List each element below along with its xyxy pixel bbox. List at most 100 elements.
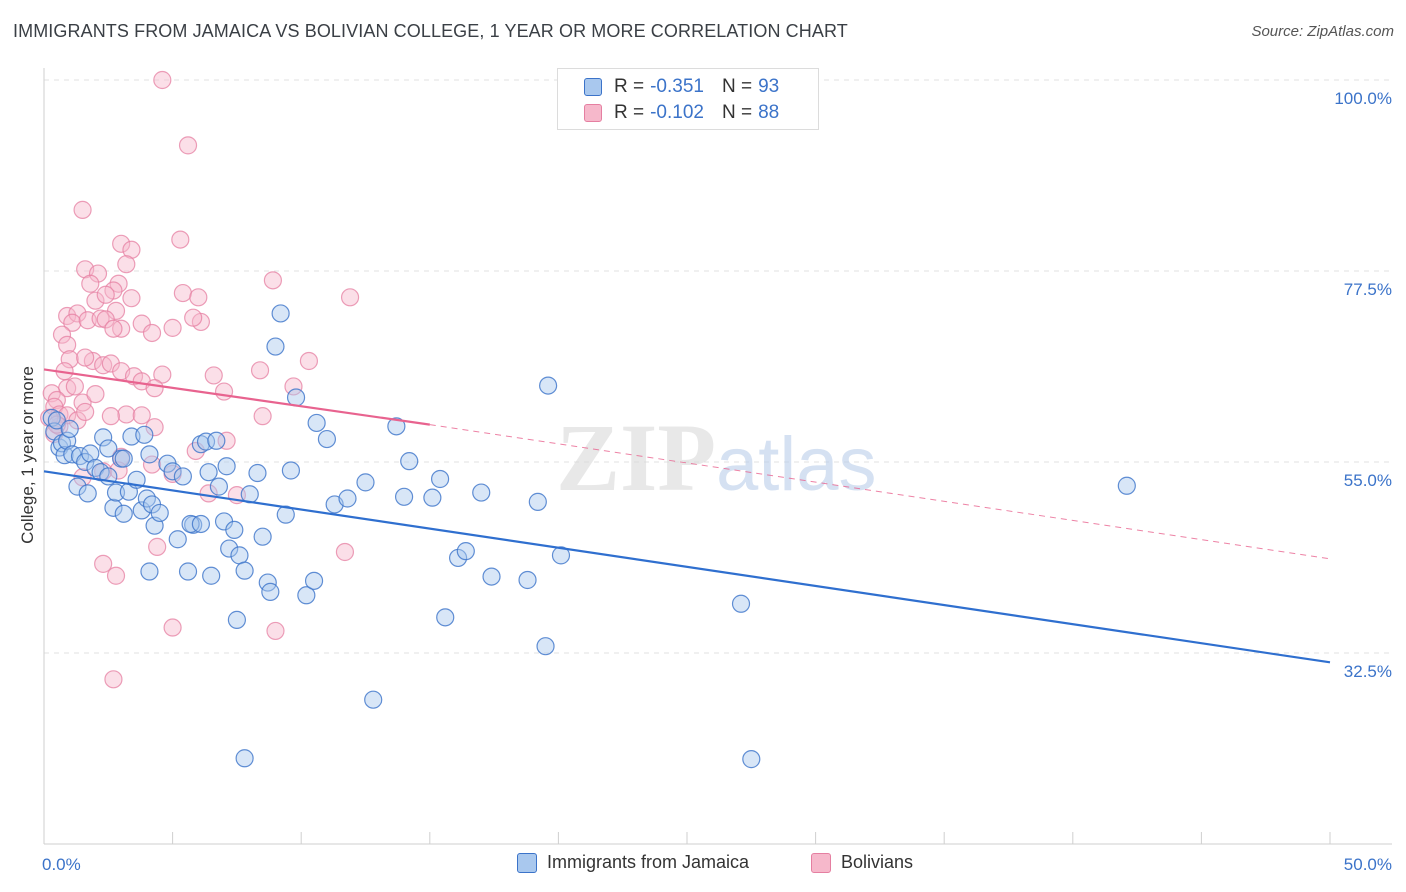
jamaica-point	[76, 452, 95, 472]
jamaica-point	[68, 477, 87, 496]
bolivians-point	[104, 319, 123, 338]
bolivians-point	[101, 407, 120, 426]
jamaica-point	[528, 492, 547, 511]
x-tick-label: 50.0%	[1344, 855, 1392, 874]
jamaica-point	[248, 463, 267, 483]
jamaica-trend-line	[43, 470, 1331, 664]
bolivians-point	[81, 274, 100, 293]
jamaica-point	[78, 484, 97, 503]
jamaica-point	[225, 520, 244, 540]
jamaica-point	[338, 489, 357, 508]
bolivians-point	[163, 618, 182, 637]
jamaica-point	[400, 452, 419, 471]
x-tick-label: 0.0%	[42, 855, 81, 874]
bolivians-point	[122, 289, 141, 308]
legend-r-label: R =	[614, 76, 645, 97]
jamaica-point	[199, 463, 218, 482]
jamaica-point	[551, 546, 571, 565]
jamaica-point	[423, 488, 442, 507]
legend-n-value: 88	[758, 102, 780, 123]
bolivians-point	[284, 377, 303, 396]
jamaica-point	[47, 411, 66, 430]
bolivians-point	[60, 350, 79, 369]
jamaica-point	[81, 444, 100, 463]
jamaica-point	[286, 388, 306, 407]
bolivians-point	[132, 406, 151, 425]
legend-r-label: R =	[614, 102, 645, 123]
bolivians-point	[65, 377, 84, 396]
jamaica-point	[1117, 476, 1136, 495]
trend-lines	[43, 368, 1331, 664]
jamaica-point	[168, 530, 187, 549]
bolivians-point	[145, 418, 164, 437]
jamaica-point	[104, 498, 123, 517]
jamaica-point	[448, 548, 468, 568]
bolivians-point	[263, 271, 283, 290]
bolivians-point	[145, 379, 164, 398]
y-axis-label: College, 1 year or more	[18, 366, 37, 544]
legend-row-bolivians: R = -0.102 N = 88	[584, 101, 779, 125]
jamaica-point	[94, 428, 113, 447]
tick-labels: 100.0% 77.5% 55.0% 32.5% 0.0% 50.0%	[42, 89, 1392, 874]
jamaica-point	[317, 429, 337, 449]
jamaica-point	[297, 586, 316, 605]
jamaica-point	[207, 431, 226, 450]
jamaica-point	[472, 483, 491, 502]
y-tick-label: 77.5%	[1344, 280, 1392, 299]
bolivians-point	[153, 70, 172, 90]
jamaica-point	[217, 457, 236, 476]
bolivians-point	[122, 240, 141, 259]
jamaica-point	[304, 571, 324, 590]
bolivians-point	[68, 304, 87, 323]
bottom-legend-label: Immigrants from Jamaica	[547, 852, 750, 872]
jamaica-point	[135, 425, 154, 444]
jamaica-point	[137, 489, 156, 508]
jamaica-point	[731, 594, 751, 613]
jamaica-point	[356, 473, 375, 492]
bolivians-point	[173, 283, 192, 303]
jamaica-point	[140, 445, 159, 464]
legend-swatch-blue	[584, 78, 602, 96]
bolivians-trend-extension	[429, 424, 1331, 560]
jamaica-point	[106, 483, 126, 502]
bolivians-point	[253, 407, 272, 426]
jamaica-point	[456, 542, 475, 561]
bolivians-point	[299, 351, 319, 371]
jamaica-point	[99, 439, 118, 458]
bolivians-point	[76, 348, 95, 367]
bolivians-point	[106, 566, 126, 585]
jamaica-point	[60, 419, 79, 438]
jamaica-point	[271, 304, 290, 323]
bolivians-point	[266, 621, 285, 641]
bolivians-point	[214, 382, 234, 401]
watermark-atlas: atlas	[716, 422, 877, 507]
jamaica-point	[394, 487, 414, 506]
bolivians-point	[340, 288, 360, 307]
bolivians-point	[73, 200, 92, 219]
jamaica-point	[276, 505, 295, 524]
jamaica-point	[58, 431, 77, 450]
jamaica-point	[436, 608, 455, 627]
bolivians-point	[86, 384, 105, 404]
jamaica-point	[482, 567, 501, 586]
jamaica-point	[220, 539, 239, 558]
bolivians-point	[117, 255, 136, 274]
jamaica-point	[266, 337, 285, 356]
jamaica-point	[140, 562, 159, 581]
legend-n-value: 93	[758, 76, 780, 97]
bolivians-point	[153, 365, 172, 384]
bolivians-point	[171, 230, 190, 249]
bolivians-series	[40, 70, 360, 689]
bolivians-point	[96, 285, 115, 304]
jamaica-point	[42, 408, 61, 427]
legend-n-label: N =	[721, 102, 753, 123]
bolivians-point	[96, 310, 115, 329]
jamaica-point	[114, 504, 133, 523]
bolivians-point	[335, 542, 355, 562]
legend: R = -0.351 N = 93 R = -0.102 N = 88	[557, 68, 819, 130]
axes	[43, 68, 1392, 845]
jamaica-point	[307, 413, 326, 433]
jamaica-point	[387, 417, 406, 436]
jamaica-point	[518, 570, 537, 590]
